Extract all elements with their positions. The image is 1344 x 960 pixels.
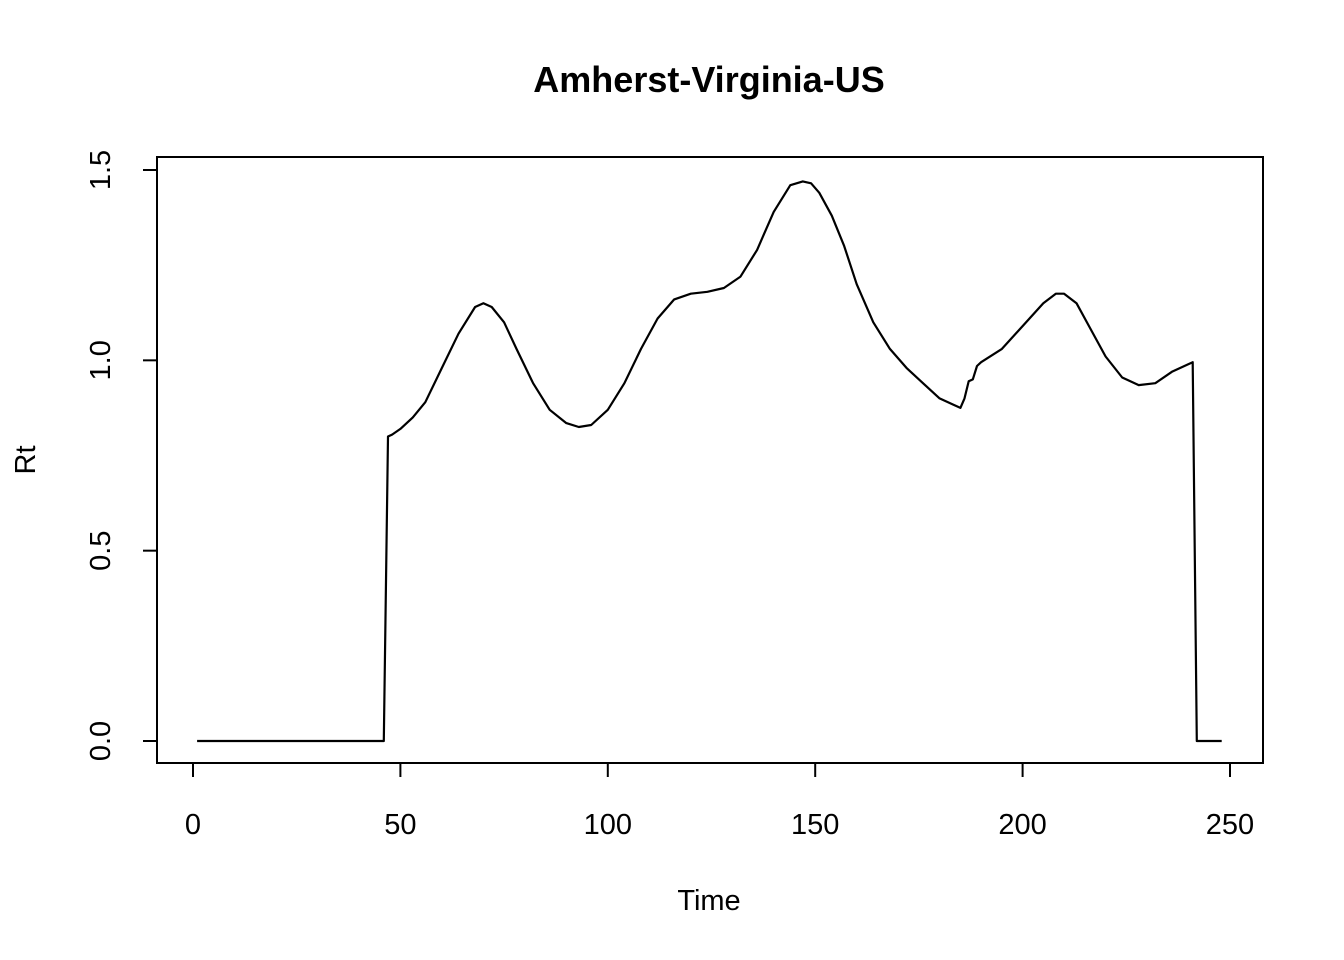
x-tick-label: 150	[791, 809, 839, 841]
y-tick-label: 0.0	[85, 721, 117, 761]
y-tick-label: 1.0	[85, 340, 117, 380]
x-tick-label: 0	[185, 809, 201, 841]
x-tick-label: 100	[584, 809, 632, 841]
y-tick-label: 0.5	[85, 531, 117, 571]
y-axis-label: Rt	[10, 446, 42, 475]
plot-frame	[156, 156, 1264, 764]
x-tick-label: 50	[384, 809, 416, 841]
y-axis: 0.0 0.5 1.0 1.5	[85, 150, 158, 761]
y-tick-label: 1.5	[85, 150, 117, 190]
series-line-rt	[197, 180, 1222, 743]
x-tick-label: 200	[998, 809, 1046, 841]
chart-title: Amherst-Virginia-US	[533, 59, 884, 100]
x-axis: 0 50 100 150 200 250	[185, 762, 1254, 841]
x-tick-label: 250	[1206, 809, 1254, 841]
x-axis-label: Time	[677, 885, 740, 917]
